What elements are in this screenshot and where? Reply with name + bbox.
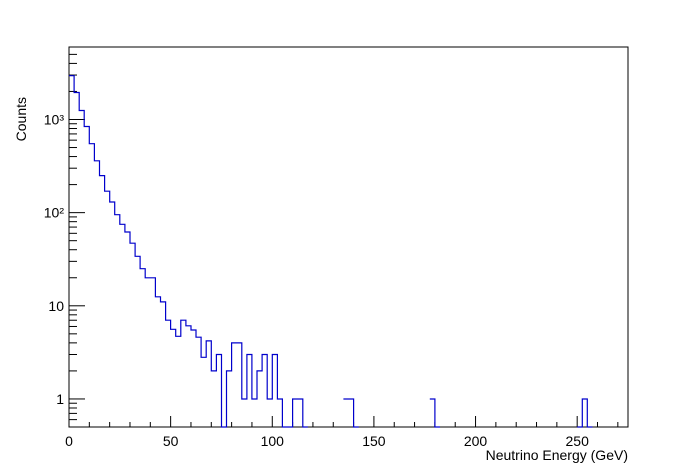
x-tick-label: 50 [163,433,179,449]
x-tick-label: 150 [362,433,386,449]
histogram-series [69,75,593,428]
x-ticks: 0 50 100 150 200 250 [65,416,619,449]
histogram-line [69,75,593,428]
y-tick-label: 10² [44,205,65,221]
plot-frame [68,46,629,428]
y-major-ticks: 1 10 10² 10³ [44,111,85,407]
x-tick-label: 100 [261,433,285,449]
y-minor-ticks [69,46,77,428]
x-tick-label: 0 [65,433,73,449]
x-tick-label: 250 [566,433,590,449]
y-tick-label: 10 [48,298,64,314]
y-tick-label: 1 [56,391,64,407]
x-axis-label: Neutrino Energy (GeV) [486,447,628,463]
y-tick-label: 10³ [44,111,65,127]
y-axis-label: Counts [13,97,29,141]
x-tick-label: 200 [464,433,488,449]
